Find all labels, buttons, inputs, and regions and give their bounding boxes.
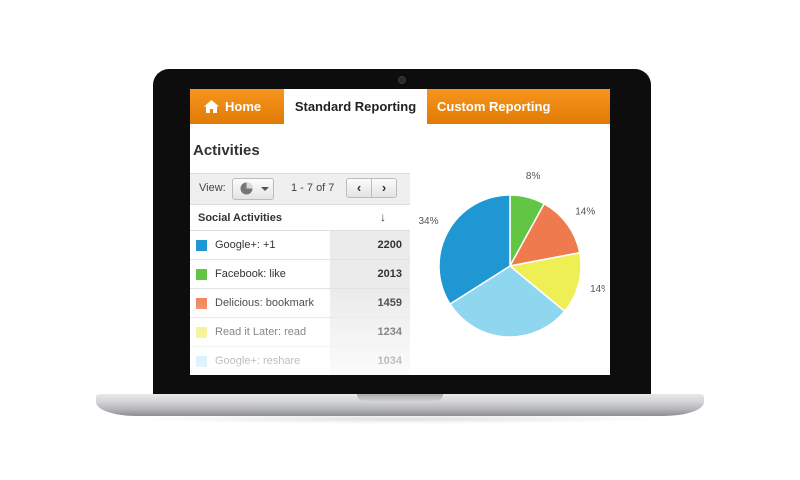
tab-custom-reporting[interactable]: Custom Reporting bbox=[437, 99, 551, 114]
pie-slice-label: 14% bbox=[575, 206, 595, 217]
column-header-social-activities[interactable]: Social Activities bbox=[198, 212, 282, 224]
view-label: View: bbox=[199, 182, 226, 194]
row-label: Facebook: like bbox=[215, 268, 286, 280]
pie-slice-label: 14% bbox=[590, 284, 605, 295]
table-fade-overlay bbox=[190, 289, 410, 375]
view-select[interactable] bbox=[232, 178, 274, 200]
laptop-shadow bbox=[130, 414, 670, 424]
pie-slice-label: 34% bbox=[418, 216, 438, 227]
laptop-notch bbox=[357, 394, 443, 401]
next-page-button[interactable]: › bbox=[371, 178, 397, 198]
sort-arrow-icon[interactable]: ↓ bbox=[380, 210, 386, 224]
pie-slice[interactable] bbox=[508, 202, 581, 268]
home-icon bbox=[204, 100, 219, 113]
table-toolbar: View: 1 - 7 of 7 ‹ › bbox=[190, 173, 410, 205]
tab-bar: Home Standard Reporting Custom Reporting bbox=[190, 89, 610, 124]
previous-page-button[interactable]: ‹ bbox=[346, 178, 372, 198]
pie-chart: 8%14%14%30%34% bbox=[418, 171, 605, 338]
pie-slice-label: 8% bbox=[526, 171, 541, 182]
tab-standard-reporting[interactable]: Standard Reporting bbox=[284, 89, 427, 124]
row-value: 2200 bbox=[330, 231, 410, 259]
laptop-base bbox=[96, 394, 704, 416]
tab-home-label: Home bbox=[225, 99, 262, 114]
row-value: 2013 bbox=[330, 260, 410, 288]
page-title: Activities bbox=[193, 142, 260, 159]
row-label: Google+: +1 bbox=[215, 239, 276, 251]
table-header: Social Activities ↓ bbox=[190, 204, 410, 231]
color-swatch bbox=[196, 240, 207, 251]
chevron-down-icon bbox=[261, 187, 269, 191]
pie-chart-icon bbox=[240, 182, 253, 195]
webcam bbox=[398, 76, 406, 84]
tab-home[interactable]: Home bbox=[204, 89, 261, 124]
table-row[interactable]: Facebook: like 2013 bbox=[190, 260, 410, 289]
laptop-screen: Home Standard Reporting Custom Reporting… bbox=[190, 89, 610, 375]
pagination-text: 1 - 7 of 7 bbox=[291, 182, 335, 194]
color-swatch bbox=[196, 269, 207, 280]
pie-slice[interactable] bbox=[449, 265, 566, 338]
pie-slice[interactable] bbox=[508, 251, 582, 313]
table-row[interactable]: Google+: +1 2200 bbox=[190, 231, 410, 260]
pie-slice[interactable] bbox=[438, 194, 511, 306]
